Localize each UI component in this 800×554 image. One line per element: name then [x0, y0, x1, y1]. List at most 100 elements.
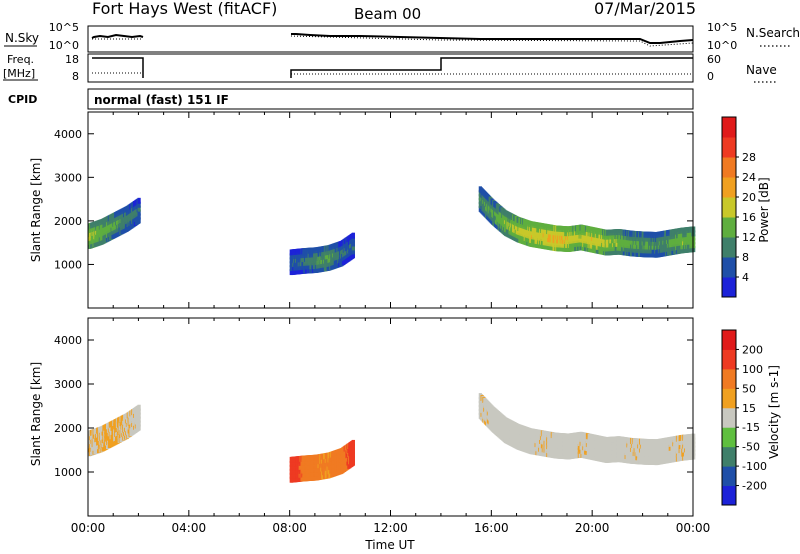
- x-tick-label: 12:00: [373, 521, 408, 535]
- nave-trace: [92, 72, 693, 75]
- x-tick-label: 00:00: [71, 521, 106, 535]
- velocity-echo-cell: [351, 439, 355, 446]
- power-cb-tick-label: 4: [742, 271, 749, 284]
- velocity-echo-cell: [351, 459, 355, 466]
- power-cb-tick-label: 8: [742, 251, 749, 264]
- power-echo-cell: [137, 201, 141, 208]
- freq-trace: [92, 57, 693, 78]
- power-echo-cell: [351, 252, 355, 259]
- velocity-echo-cell: [692, 449, 696, 456]
- power-echoes: [88, 186, 696, 276]
- power-echo-cell: [351, 236, 355, 243]
- power-cb-swatch: [722, 157, 736, 178]
- power-cb-swatch: [722, 257, 736, 278]
- noise-tick-bottom-left: 10^0: [49, 39, 79, 52]
- x-tick-label: 20:00: [575, 521, 610, 535]
- velocity-cb-tick-label: -100: [742, 460, 767, 473]
- velocity-cb-swatch: [722, 446, 736, 467]
- y-tick-label: 4000: [54, 334, 82, 347]
- power-colorbar-label: Power [dB]: [757, 177, 771, 242]
- freq-tick-bottom-left: 8: [72, 70, 79, 83]
- power-echo-cell: [692, 246, 696, 253]
- cpid-label: CPID: [8, 93, 37, 106]
- x-tick-label: 00:00: [676, 521, 711, 535]
- velocity-cb-swatch: [722, 466, 736, 487]
- power-echo-cell: [692, 230, 696, 237]
- velocity-echo-cell: [351, 455, 355, 462]
- power-echo-cell: [137, 213, 141, 220]
- y-tick-label: 3000: [54, 171, 82, 184]
- power-echo-cell: [692, 238, 696, 245]
- velocity-cb-swatch: [722, 485, 736, 506]
- power-colorbar: 4 8 12 16 20 24 28: [721, 116, 756, 298]
- velocity-cb-swatch: [722, 407, 736, 428]
- velocity-cb-swatch: [722, 349, 736, 370]
- velocity-echo-cell: [137, 404, 141, 411]
- velocity-cb-tick-label: 15: [742, 402, 756, 415]
- power-echo-cell: [351, 244, 355, 251]
- date-title: 07/Mar/2015: [594, 0, 696, 18]
- velocity-cb-frame: [721, 329, 737, 506]
- x-tick-label: 08:00: [272, 521, 307, 535]
- power-cb-tick-label: 20: [742, 191, 756, 204]
- nsky-label: N.Sky: [5, 31, 39, 45]
- velocity-echo-cell: [137, 424, 141, 431]
- velocity-cb-swatch: [722, 388, 736, 409]
- y-tick-label: 2000: [54, 215, 82, 228]
- velocity-echo-cell: [692, 441, 696, 448]
- velocity-cb-swatch: [722, 330, 736, 350]
- power-cb-swatch: [722, 237, 736, 258]
- velocity-echo-cell: [351, 451, 355, 458]
- velocity-cb-tick-label: 100: [742, 363, 763, 376]
- y-tick-label: 1000: [54, 258, 82, 271]
- power-echo-cell: [692, 226, 696, 233]
- velocity-echo-cell: [692, 445, 696, 452]
- velocity-cb-tick-label: 200: [742, 343, 763, 356]
- velocity-colorbar: 200 100 50 15 -15 -50 -100 -200: [721, 329, 767, 506]
- velocity-cb-swatch: [722, 368, 736, 389]
- power-cb-swatch: [722, 117, 736, 138]
- freq-label-2: [MHz]: [3, 67, 35, 80]
- power-echo-cell: [351, 240, 355, 247]
- velocity-echo-cell: [692, 437, 696, 444]
- power-y-ticks: 1000 2000 3000 4000: [54, 128, 693, 271]
- nave-label: Nave: [746, 63, 777, 77]
- noise-tick-top-left: 10^5: [49, 21, 79, 34]
- velocity-echo-cell: [351, 443, 355, 450]
- velocity-echo-cell: [137, 420, 141, 427]
- velocity-cb-swatch: [722, 427, 736, 448]
- x-tick-labels: 00:00 04:00 08:00 12:00 16:00 20:00 00:00: [71, 521, 711, 535]
- noise-tick-bottom-right: 10^0: [707, 39, 737, 52]
- x-axis-label: Time UT: [364, 538, 415, 552]
- power-cb-swatch: [722, 177, 736, 198]
- power-cb-tick-label: 24: [742, 171, 756, 184]
- velocity-y-ticks: 1000 2000 3000 4000: [54, 334, 693, 479]
- power-cb-swatch: [722, 137, 736, 158]
- nsearch-trace: [92, 35, 694, 47]
- nsearch-label: N.Search: [746, 26, 800, 40]
- power-panel-frame: [87, 111, 694, 309]
- nsky-trace: [91, 33, 694, 44]
- freq-tick-top-right: 60: [707, 53, 721, 66]
- power-x-minor-ticks: [87, 112, 694, 308]
- velocity-cb-tick-label: 50: [742, 382, 756, 395]
- velocity-panel-frame: [87, 317, 694, 517]
- freq-tick-bottom-right: 0: [707, 70, 714, 83]
- power-cb-tick-label: 12: [742, 231, 756, 244]
- power-panel: 1000 2000 3000 4000 Slant Range [km]: [29, 111, 696, 309]
- power-y-label: Slant Range [km]: [29, 158, 43, 262]
- power-cb-frame: [721, 116, 737, 298]
- y-tick-label: 1000: [54, 466, 82, 479]
- velocity-echo-cell: [137, 412, 141, 419]
- x-tick-label: 16:00: [474, 521, 509, 535]
- y-tick-label: 4000: [54, 128, 82, 141]
- velocity-echo-cell: [692, 453, 696, 460]
- power-cb-swatch: [722, 277, 736, 298]
- noise-tick-top-right: 10^5: [707, 21, 737, 34]
- power-echo-cell: [137, 209, 141, 216]
- y-tick-label: 2000: [54, 422, 82, 435]
- velocity-cb-tick-label: -200: [742, 480, 767, 493]
- velocity-echo-cell: [137, 416, 141, 423]
- beam-title: Beam 00: [354, 5, 421, 23]
